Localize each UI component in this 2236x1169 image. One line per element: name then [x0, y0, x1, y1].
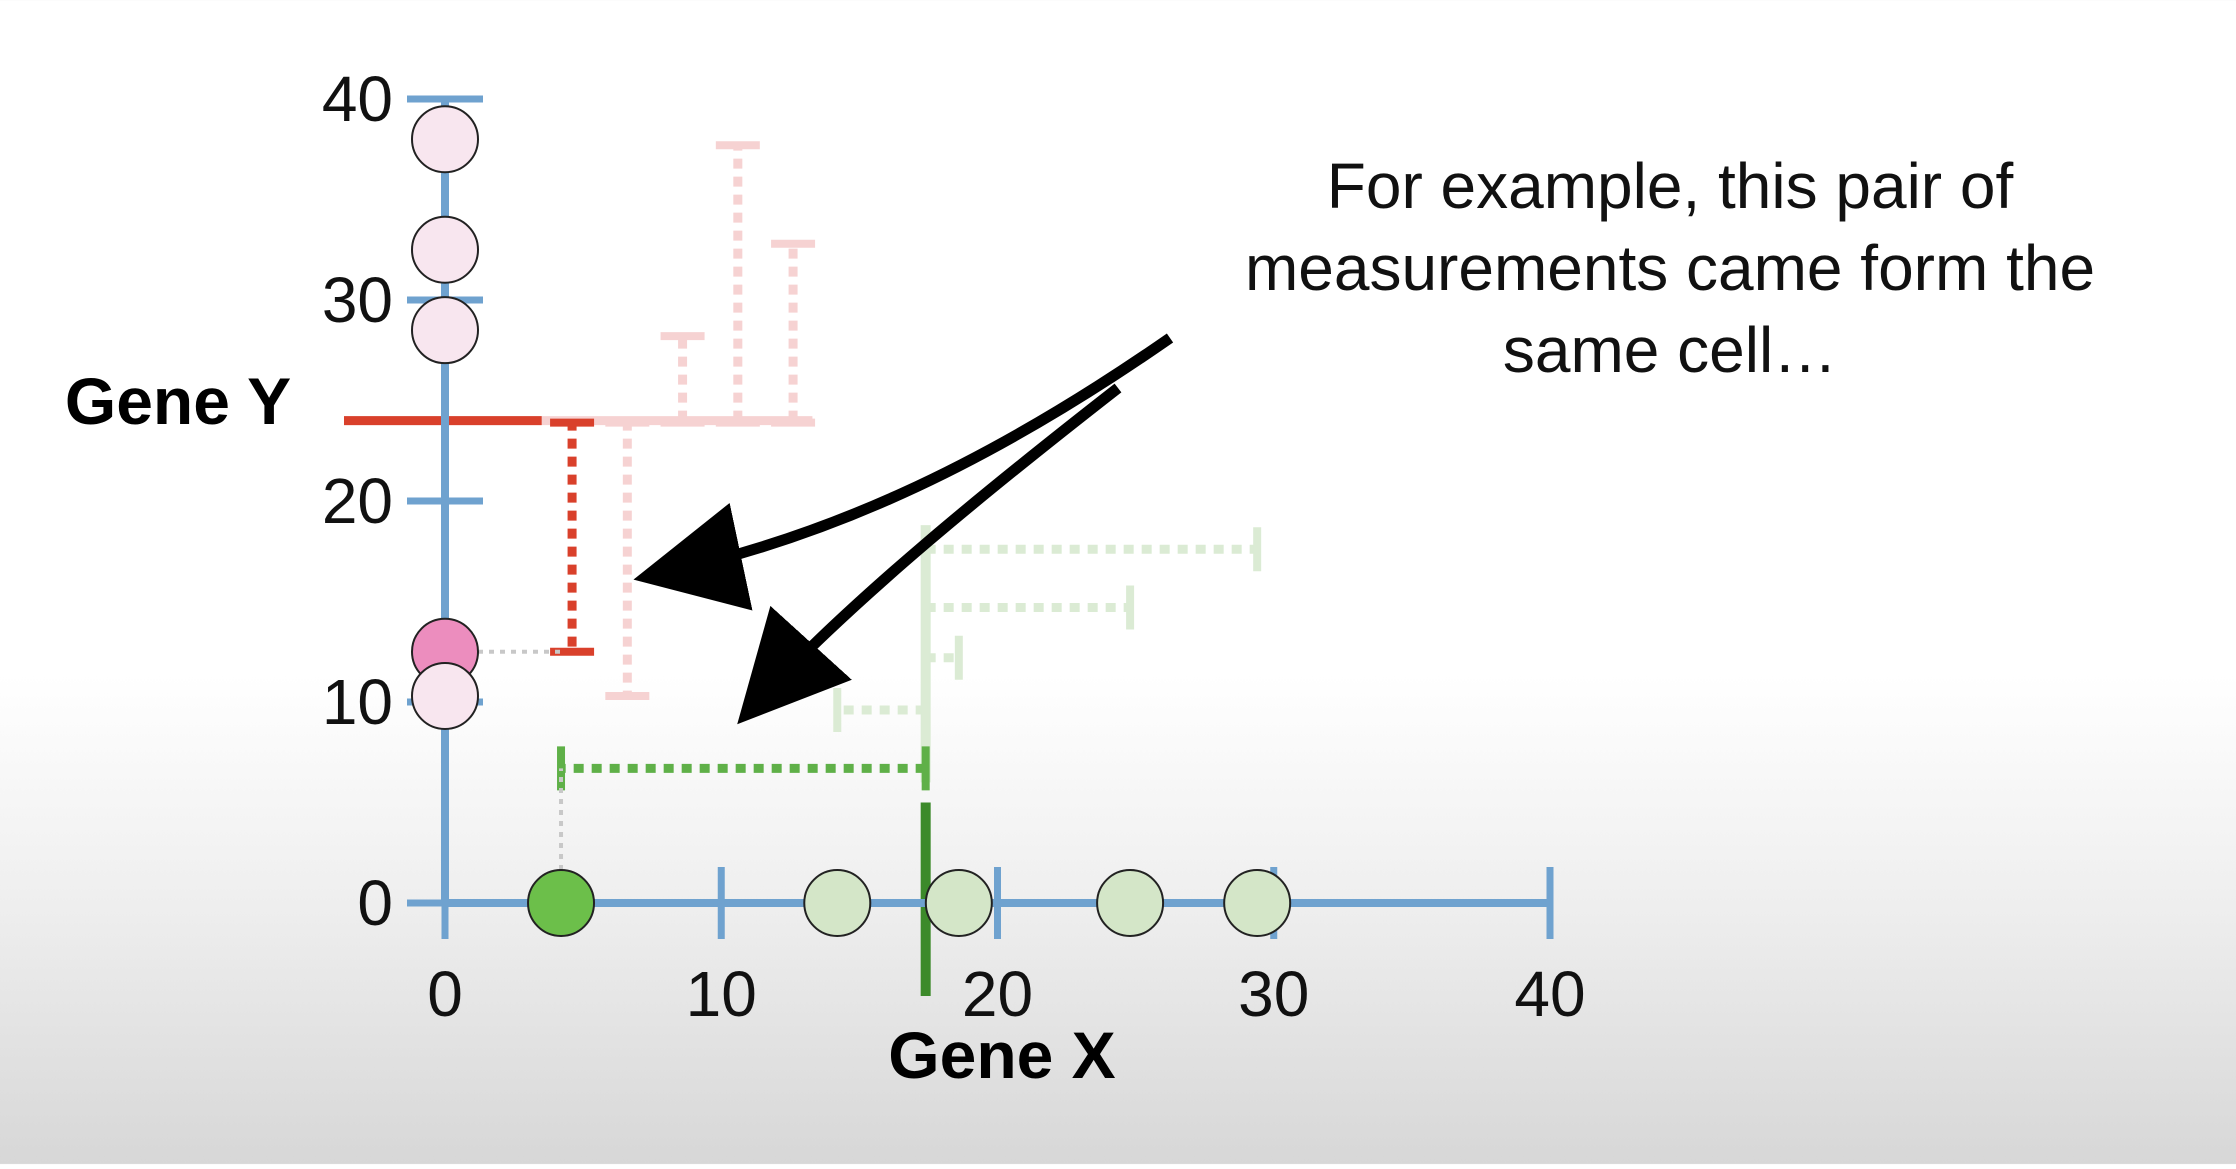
- annotation-arrow-to-y-residual: [633, 333, 1174, 611]
- y-axis-title: Gene Y: [65, 364, 291, 438]
- arrow-layer: [633, 333, 1174, 725]
- y-axis-point-2: [411, 296, 479, 365]
- annotation-line-3: same cell…: [1503, 314, 1837, 386]
- x-tick-label-0: 0: [427, 958, 463, 1030]
- y-tick-label-30: 30: [322, 264, 393, 336]
- y-tick-label-10: 10: [322, 666, 393, 738]
- residual-layer: [344, 141, 1262, 996]
- text-layer: Gene X Gene Y For example, this pair of …: [65, 63, 2095, 1092]
- x-axis-point-0: [527, 869, 596, 937]
- y-tick-label-0: 0: [357, 867, 393, 939]
- y-tick-label-40: 40: [322, 63, 393, 135]
- x-tick-label-30: 30: [1238, 958, 1309, 1030]
- annotation-arrow-to-x-residual: [737, 383, 1122, 725]
- x-axis-point-4: [1223, 869, 1292, 937]
- annotation-line-2: measurements came form the: [1245, 232, 2095, 304]
- x-axis-title: Gene X: [888, 1018, 1115, 1092]
- x-axis-point-1: [803, 869, 872, 937]
- y-axis-point-0: [411, 105, 479, 174]
- x-axis-point-3: [1096, 869, 1165, 937]
- annotation-line-1: For example, this pair of: [1327, 150, 2014, 222]
- y-axis-point-1: [411, 215, 479, 284]
- axes-layer: [407, 95, 1554, 939]
- y-axis-point-4: [411, 661, 479, 730]
- x-tick-label-20: 20: [962, 958, 1033, 1030]
- y-tick-label-20: 20: [322, 465, 393, 537]
- x-tick-label-40: 40: [1514, 958, 1585, 1030]
- points-layer: [411, 105, 1292, 937]
- x-axis-point-2: [924, 869, 993, 937]
- x-tick-label-10: 10: [686, 958, 757, 1030]
